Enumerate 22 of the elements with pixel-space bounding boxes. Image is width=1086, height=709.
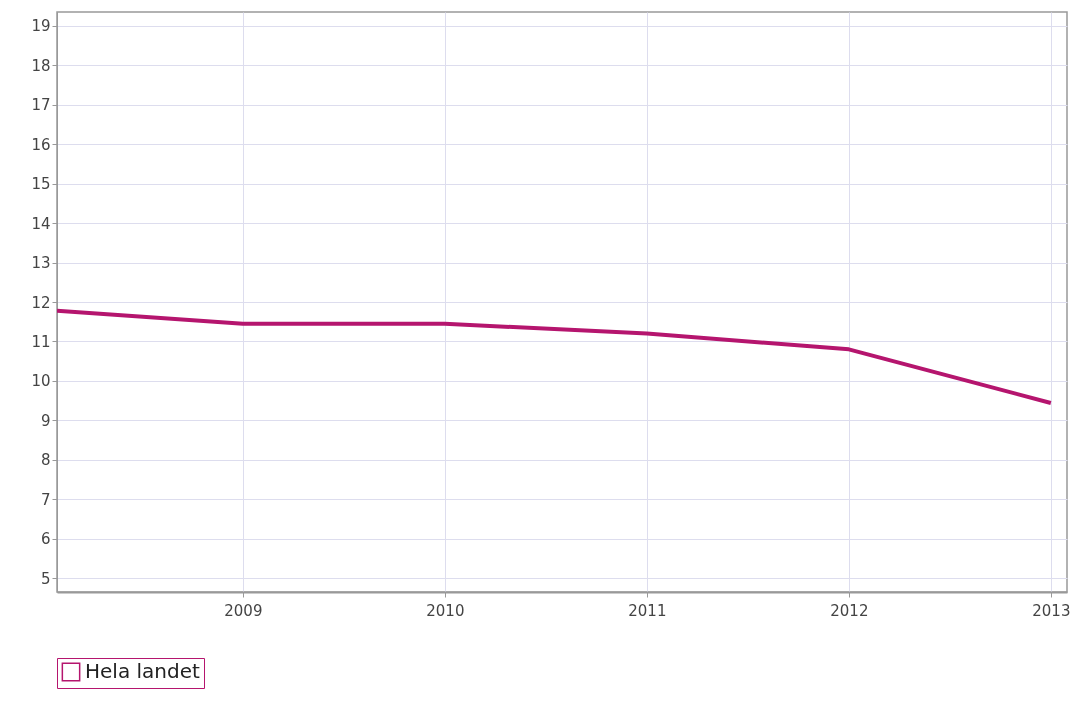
y-tick-label: 11 <box>31 332 51 351</box>
x-tick-label: 2009 <box>224 601 263 620</box>
x-tick-label: 2011 <box>628 601 667 620</box>
x-tick-label: 2013 <box>1032 601 1071 620</box>
y-tick-label: 10 <box>31 372 51 391</box>
y-tick-label: 15 <box>31 175 51 194</box>
y-tick-label: 12 <box>31 293 51 312</box>
x-tick-label: 2012 <box>830 601 869 620</box>
y-tick-label: 13 <box>31 254 51 273</box>
y-tick-label: 16 <box>31 135 51 154</box>
line-series <box>57 308 1053 406</box>
y-tick-label: 19 <box>31 17 51 36</box>
y-tick-label: 8 <box>40 451 51 470</box>
y-tick-label: 9 <box>40 411 51 430</box>
y-tick-label: 7 <box>40 490 51 509</box>
y-tick-label: 17 <box>31 96 51 115</box>
y-tick-label: 6 <box>40 530 51 549</box>
x-tick-label: 2010 <box>426 601 465 620</box>
legend-label: Hela landet <box>85 659 200 683</box>
y-tick-label: 14 <box>31 214 51 233</box>
y-tick-label: 5 <box>40 569 51 588</box>
y-tick-label: 18 <box>31 56 51 75</box>
